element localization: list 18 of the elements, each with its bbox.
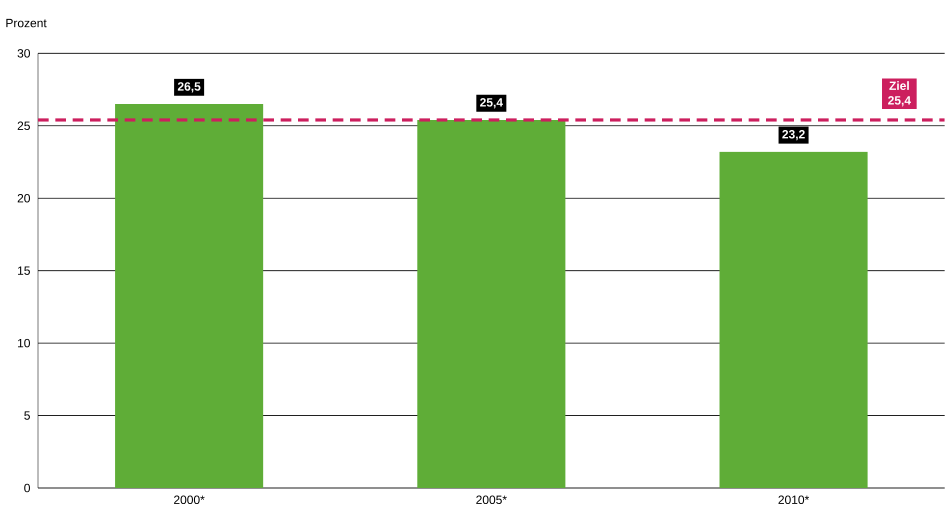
x-tick-label: 2005* — [476, 496, 507, 504]
y-tick-label: 0 — [24, 484, 30, 492]
bar — [720, 152, 868, 488]
bar — [417, 120, 566, 488]
data-label: 25,4 — [480, 98, 503, 108]
bar — [115, 104, 264, 488]
x-tick-label: 2010* — [778, 496, 810, 504]
x-tick-label: 2000* — [174, 496, 205, 504]
y-axis-title: Prozent — [6, 18, 47, 28]
y-tick-label: 10 — [18, 338, 30, 348]
y-tick-label: 20 — [18, 194, 30, 202]
y-tick-label: 5 — [24, 411, 30, 420]
data-label: 23,2 — [782, 130, 805, 140]
y-tick-label: 30 — [18, 49, 30, 58]
y-tick-label: 15 — [18, 266, 30, 275]
data-label: 26,5 — [178, 82, 200, 92]
ref-line-label: Ziel 25,4 — [888, 81, 911, 106]
y-tick-label: 25 — [18, 122, 30, 130]
